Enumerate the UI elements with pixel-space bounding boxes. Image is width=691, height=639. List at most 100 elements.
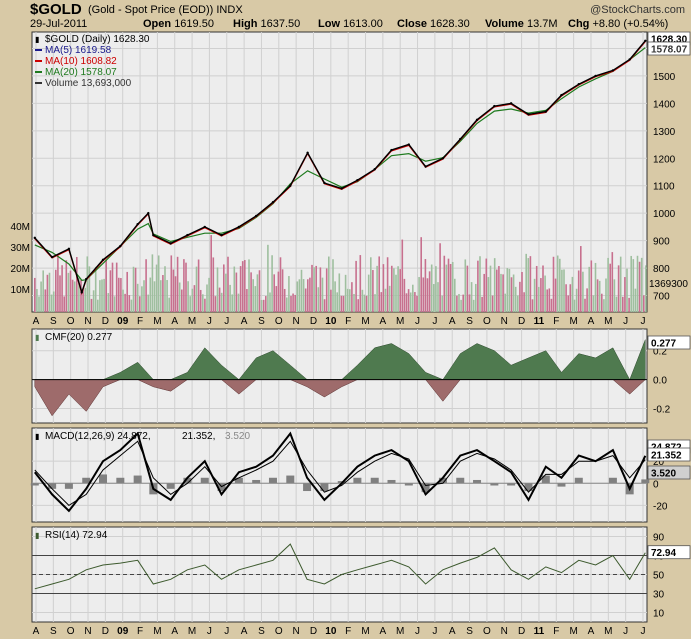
volume-bar (300, 269, 303, 312)
volume-bar (357, 299, 359, 312)
price-tick-label: 900 (653, 237, 670, 248)
price-point (493, 104, 496, 108)
volume-bar (82, 289, 84, 312)
date-label: 29-Jul-2011 (30, 18, 88, 30)
volume-bar (65, 260, 68, 312)
x-tick-label: A (380, 316, 387, 327)
volume-bar (496, 269, 498, 312)
volume-bar (393, 268, 395, 312)
volume-bar (50, 294, 53, 312)
macd-histogram-bar (456, 477, 465, 484)
volume-bar (420, 237, 422, 312)
volume-bar (195, 266, 198, 312)
macd-histogram-bar (217, 483, 226, 492)
macd-tick-label: -20 (653, 501, 668, 512)
macd-histogram-bar (490, 483, 499, 486)
volume-bar (607, 257, 609, 312)
volume-bar (298, 279, 301, 312)
volume-bar (626, 268, 628, 312)
volume-bar (424, 259, 427, 312)
price-tick-label: 700 (653, 292, 670, 303)
legend-swatch: ▮ (35, 35, 39, 44)
price-tick-label: 800 (653, 264, 670, 275)
volume-bar (78, 277, 80, 312)
rsi-line (34, 543, 646, 590)
volume-bar (517, 295, 519, 312)
x-tick-label: N (84, 626, 91, 637)
volume-bar (239, 266, 242, 312)
volume-bar (367, 274, 370, 312)
volume-bar (556, 255, 559, 312)
volume-bar (630, 255, 632, 312)
rsi-legend-swatch: ▮ (35, 531, 39, 540)
volume-bar (458, 293, 460, 312)
x-tick-label: J (641, 316, 646, 327)
volume-bar (363, 294, 366, 312)
volume-bar (483, 273, 485, 312)
x-tick-label: A (588, 626, 595, 637)
volume-bar (256, 274, 259, 312)
volume-bar (164, 266, 166, 312)
price-point (85, 277, 88, 281)
volume-bar (485, 258, 488, 312)
volume-bar (67, 272, 70, 312)
volume-bar (538, 286, 540, 312)
volume-bar (174, 276, 177, 312)
volume-bar (634, 288, 637, 312)
macd-histogram-bar (320, 483, 329, 492)
volume-bar (260, 299, 263, 312)
volume-bar (197, 259, 200, 312)
x-tick-label: 10 (325, 626, 337, 637)
volume-bar (468, 294, 471, 312)
volume-bar (382, 264, 385, 312)
volume-bar (283, 288, 286, 312)
price-point (373, 168, 376, 171)
volume-bar (334, 281, 336, 312)
x-tick-label: O (67, 626, 75, 637)
volume-bar (286, 297, 288, 312)
volume-bar (40, 281, 42, 312)
x-tick-label: O (483, 316, 491, 327)
price-point (527, 113, 530, 116)
x-tick-label: F (553, 316, 559, 327)
x-tick-label: 10 (325, 316, 337, 327)
volume-bar (487, 277, 490, 312)
rsi-last-tag: 72.94 (651, 548, 676, 559)
volume-bar (76, 257, 78, 312)
volume-bar (147, 294, 149, 312)
volume-bar (143, 280, 145, 312)
price-point (628, 58, 631, 61)
volume-bar (162, 275, 164, 312)
volume-bar (569, 284, 572, 312)
volume-bar (628, 297, 630, 312)
volume-bar (237, 293, 240, 312)
price-point (147, 211, 150, 215)
volume-bar (157, 255, 160, 312)
macd-histogram-bar (82, 477, 91, 484)
volume-bar (598, 280, 601, 312)
volume-bar (559, 258, 561, 312)
volume-bar (252, 279, 254, 312)
volume-bar (292, 293, 294, 312)
macd-signal-last-tag-box (647, 447, 691, 462)
macd-histogram-bar (64, 483, 73, 489)
volume-bar (370, 257, 372, 312)
macd-signal-last-tag: 21.352 (651, 451, 682, 462)
volume-bar (605, 278, 607, 312)
volume-bar (258, 270, 261, 312)
chg-value: +8.80 (+0.54%) (592, 18, 669, 30)
volume-bar (149, 277, 152, 312)
volume-bar (464, 259, 467, 312)
macd-histogram-bar (286, 475, 295, 484)
volume-bar (216, 267, 219, 312)
volume-bar (71, 279, 74, 312)
volume-bar (594, 262, 597, 312)
rsi-tick-label: 90 (653, 533, 665, 544)
volume-bar (540, 278, 542, 312)
x-tick-label: 11 (534, 626, 545, 637)
macd-signal-line (34, 440, 646, 507)
price-point (50, 255, 54, 259)
low-label: Low (318, 18, 340, 30)
volume-bar (504, 293, 506, 312)
